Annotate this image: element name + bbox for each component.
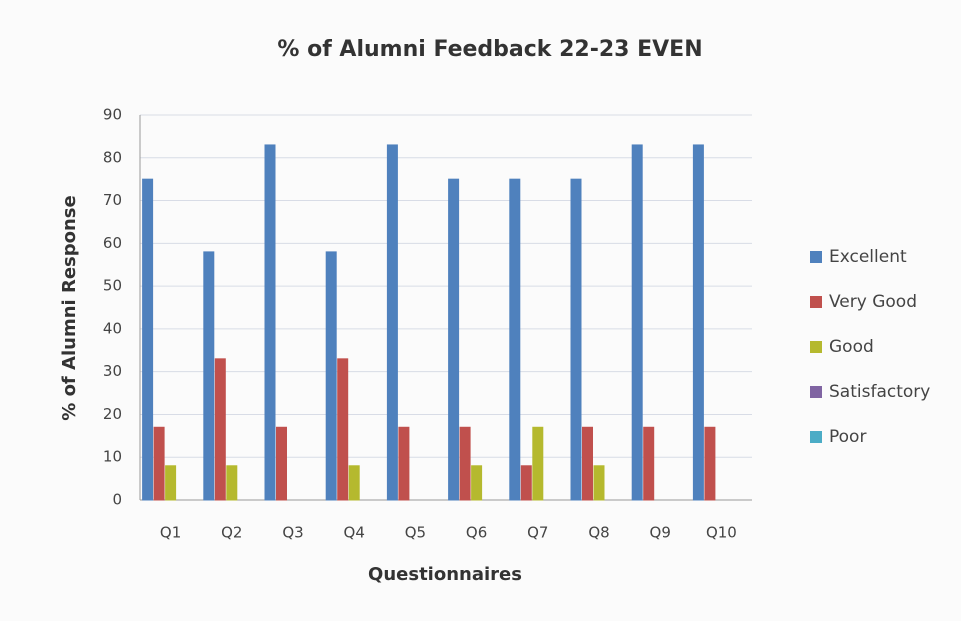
bar — [165, 465, 177, 501]
bar — [386, 144, 398, 501]
x-tick-label: Q9 — [650, 524, 671, 542]
bar — [593, 465, 605, 501]
bar — [582, 426, 593, 501]
y-tick-label: 30 — [103, 362, 122, 380]
y-tick-label: 20 — [103, 405, 122, 423]
bar — [532, 426, 544, 501]
bar — [325, 251, 337, 501]
bar — [264, 144, 276, 501]
x-axis-label: Questionnaires — [368, 564, 522, 585]
y-axis-label: % of Alumni Response — [59, 195, 80, 420]
x-tick-label: Q6 — [466, 524, 487, 542]
y-tick-label: 70 — [103, 191, 122, 209]
x-tick-label: Q7 — [527, 524, 548, 542]
y-tick-label: 80 — [103, 148, 122, 166]
y-tick-label: 0 — [112, 491, 122, 509]
legend-swatch — [810, 341, 822, 353]
x-tick-label: Q5 — [405, 524, 426, 542]
bar — [153, 426, 165, 501]
legend-label: Satisfactory — [829, 382, 930, 402]
chart-title: % of Alumni Feedback 22-23 EVEN — [277, 37, 702, 62]
bar — [398, 426, 410, 501]
bar — [214, 358, 226, 501]
legend-swatch — [810, 386, 822, 398]
legend-swatch — [810, 251, 822, 263]
bar — [448, 178, 460, 501]
bar — [570, 178, 582, 501]
bar — [520, 465, 532, 501]
bar — [631, 144, 643, 501]
bar — [471, 465, 483, 501]
bar — [142, 178, 154, 501]
legend-label: Good — [829, 337, 874, 357]
bar — [643, 426, 655, 501]
bar — [692, 144, 704, 501]
x-tick-label: Q3 — [282, 524, 303, 542]
bar — [337, 358, 349, 501]
bar — [459, 426, 471, 501]
legend-swatch — [810, 431, 822, 443]
x-tick-label: Q8 — [588, 524, 609, 542]
bar — [226, 465, 238, 501]
y-tick-label: 60 — [103, 234, 122, 252]
x-tick-label: Q10 — [706, 524, 737, 542]
legend-label: Very Good — [829, 292, 917, 312]
legend-swatch — [810, 296, 822, 308]
bar — [509, 178, 521, 501]
bar — [203, 251, 215, 501]
bar — [276, 426, 287, 501]
x-tick-label: Q4 — [344, 524, 365, 542]
bar — [348, 465, 360, 501]
bar — [704, 426, 716, 501]
x-tick-label: Q2 — [221, 524, 242, 542]
y-tick-label: 10 — [103, 448, 122, 466]
legend-label: Excellent — [829, 247, 907, 267]
x-tick-label: Q1 — [160, 524, 181, 542]
y-tick-label: 90 — [103, 106, 122, 124]
legend-label: Poor — [829, 427, 866, 447]
y-tick-label: 50 — [103, 277, 122, 295]
y-tick-label: 40 — [103, 319, 122, 337]
